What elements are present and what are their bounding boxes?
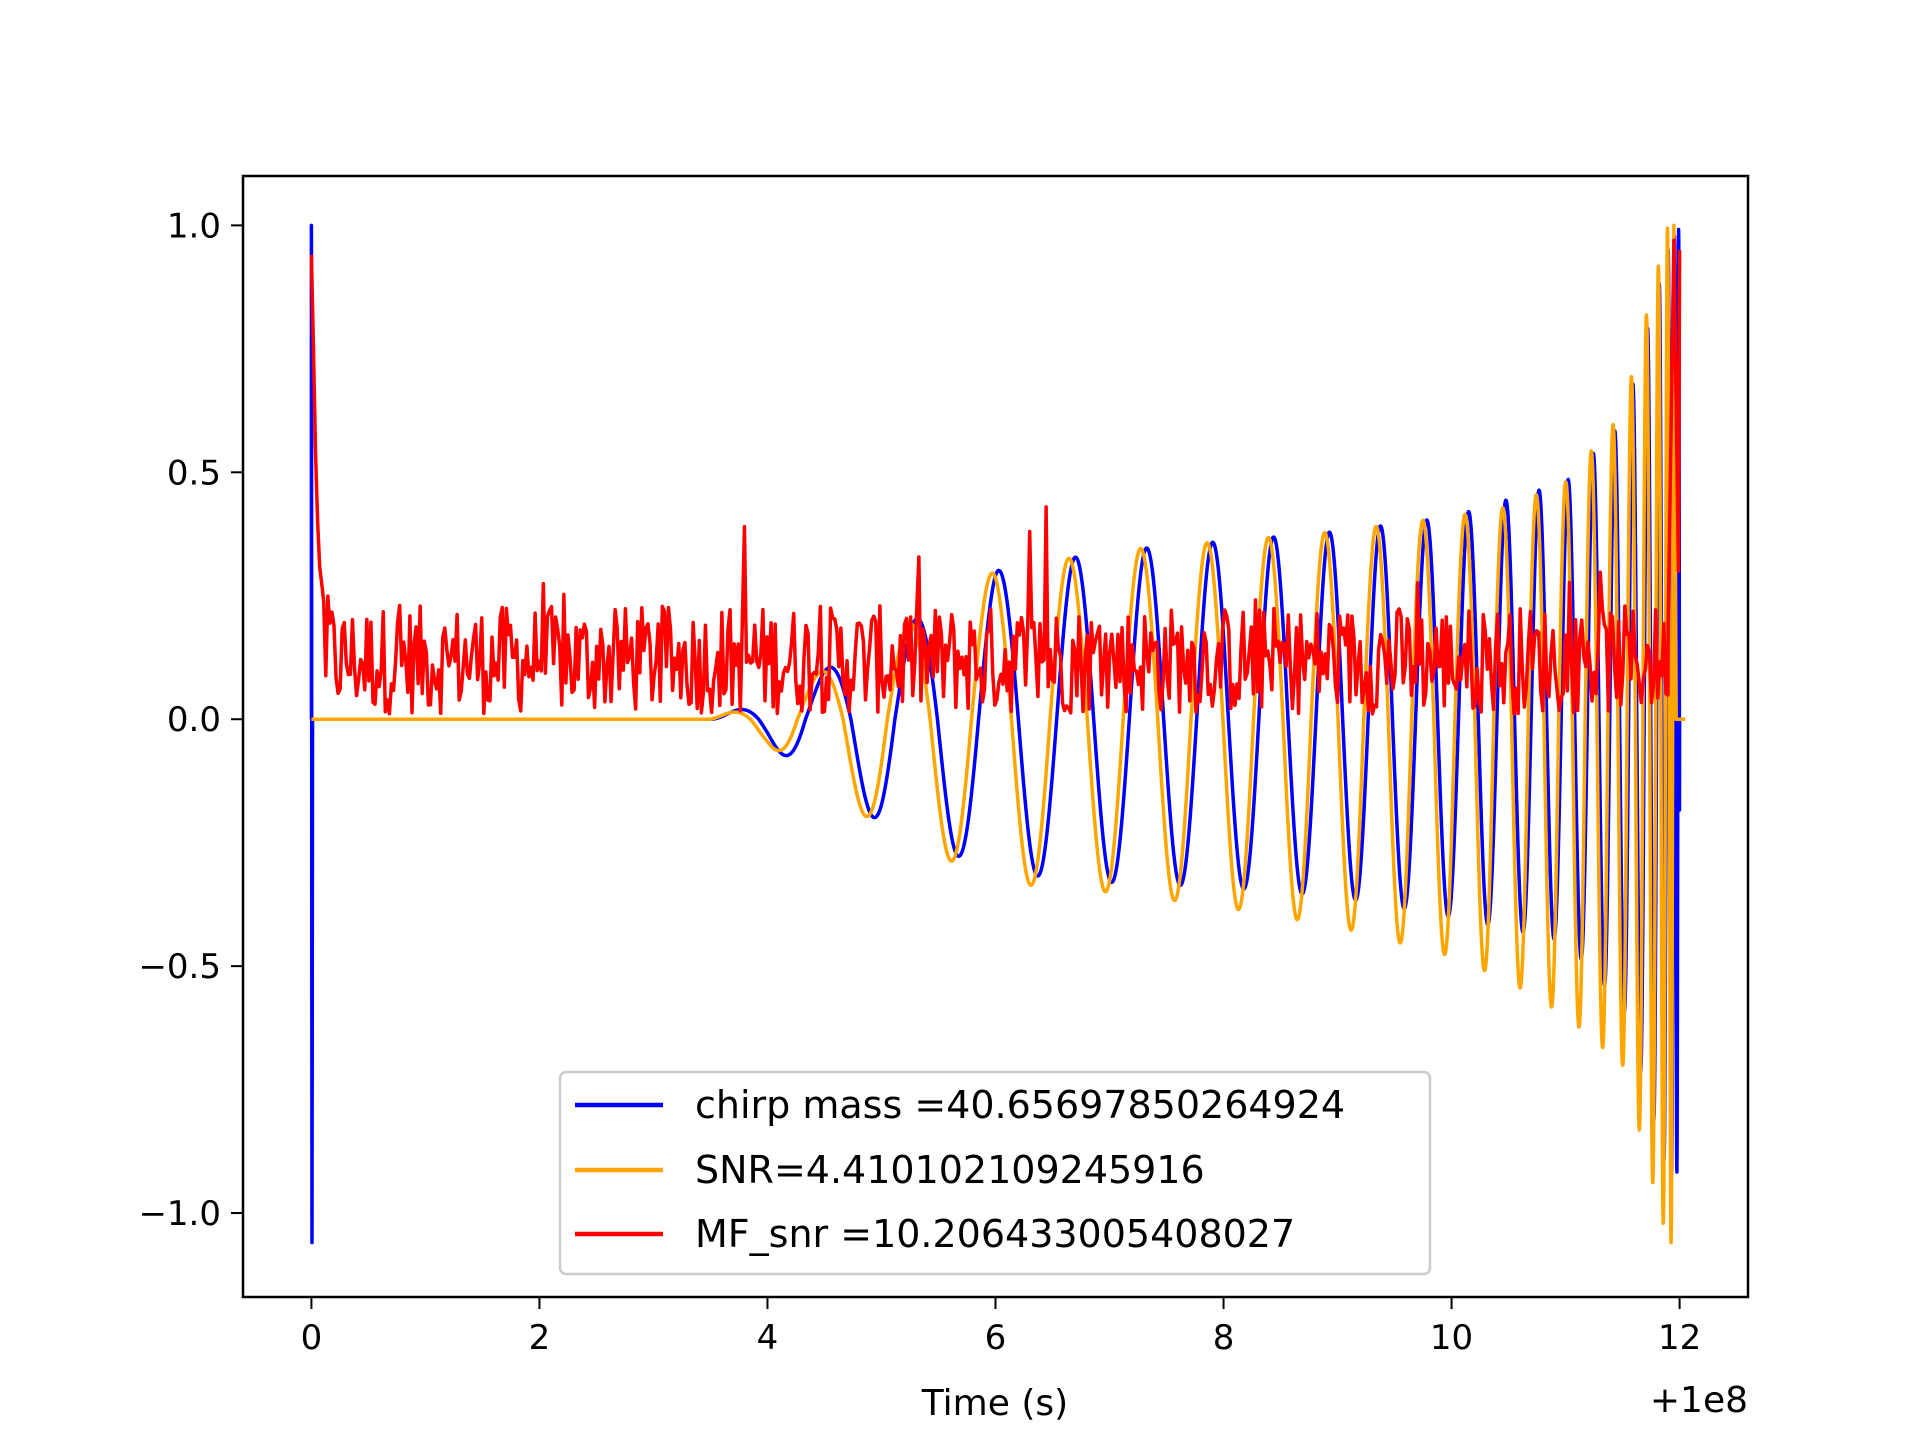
y-tick-label-3: 0.5: [167, 453, 221, 493]
legend-box: [558, 1070, 1432, 1276]
x-tick-label-2: 4: [757, 1318, 779, 1358]
legend-entry-mf-snr: MF_snr =10.206433005408027: [695, 1212, 1295, 1256]
y-tick-label-4: 1.0: [167, 206, 221, 246]
x-tick-label-4: 8: [1213, 1318, 1235, 1358]
x-axis-label: Time (s): [921, 1383, 1068, 1424]
series-line-chirp-mass: [309, 223, 1682, 1245]
x-axis: 0 2 4 6 8 10 12: [301, 1297, 1701, 1358]
x-tick-label-6: 12: [1658, 1318, 1701, 1358]
series-layer: [309, 223, 1686, 1245]
x-offset-label: +1e8: [1650, 1380, 1748, 1421]
y-axis: −1.0 −0.5 0.0 0.5 1.0: [138, 206, 243, 1234]
x-tick-label-0: 0: [301, 1318, 323, 1358]
series-line-snr: [311, 223, 1686, 1245]
legend-entry-chirp-mass: chirp mass =40.65697850264924: [695, 1083, 1345, 1127]
legend-entry-snr: SNR=4.410102109245916: [695, 1148, 1205, 1192]
y-tick-label-1: −0.5: [138, 947, 221, 987]
y-tick-label-0: −1.0: [138, 1194, 221, 1234]
x-tick-label-1: 2: [529, 1318, 551, 1358]
x-tick-label-5: 10: [1430, 1318, 1473, 1358]
series-line-mf-snr: [309, 238, 1682, 716]
x-tick-label-3: 6: [985, 1318, 1007, 1358]
legend: chirp mass =40.65697850264924 SNR=4.4101…: [558, 1070, 1432, 1276]
y-tick-label-2: 0.0: [167, 700, 221, 740]
